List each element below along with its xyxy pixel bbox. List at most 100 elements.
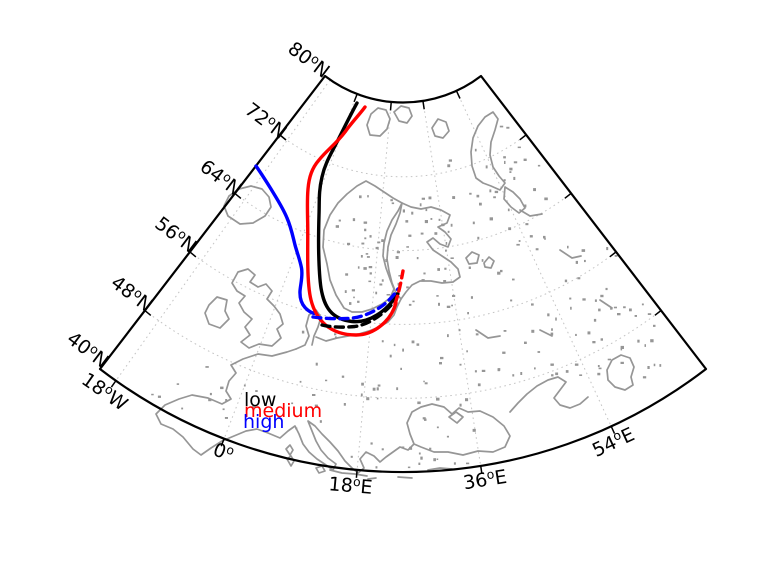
trajectory-high-dashed: [311, 287, 400, 321]
coast-continental-europe: [155, 348, 511, 474]
speckle-dot: [503, 156, 506, 159]
speckle-dot: [550, 363, 554, 366]
coast-north-africa: [329, 467, 453, 479]
speckle-dot: [445, 249, 447, 252]
speckle-dot: [535, 248, 539, 251]
speckle-dot: [363, 221, 368, 224]
speckle-dot: [508, 227, 512, 231]
speckle-dot: [312, 394, 316, 396]
speckle-dot: [433, 458, 436, 462]
speckle-dot: [345, 273, 349, 276]
speckle-dot: [534, 367, 536, 370]
speckle-dot: [421, 279, 425, 282]
legend: low medium high: [243, 389, 322, 433]
speckle-dot: [493, 196, 496, 199]
speckle-dot: [509, 167, 513, 171]
lon-label-54e: 54oE: [588, 422, 638, 462]
speckle-dot: [600, 338, 603, 341]
speckle-dot: [617, 313, 621, 316]
speckle-dot: [398, 275, 402, 277]
lat-label-40n: 40oN: [63, 326, 114, 372]
speckle-dot: [489, 189, 492, 193]
speckle-dot: [466, 350, 468, 353]
lon-ticks-bottom: [110, 380, 616, 478]
speckle-dot: [650, 339, 654, 343]
speckle-dot: [436, 295, 439, 297]
speckle-dot: [418, 462, 421, 465]
speckle-dot: [444, 267, 447, 270]
speckle-dot: [396, 387, 399, 391]
coast-svalbard: [366, 105, 450, 139]
speckle-dot: [620, 345, 624, 349]
speckle-dot: [252, 405, 256, 408]
speckle-dot: [357, 300, 360, 303]
speckle-dot: [543, 235, 546, 239]
speckle-dot: [537, 164, 541, 167]
speckle-dot: [364, 228, 367, 232]
speckle-dot: [459, 403, 462, 407]
speckle-dot: [489, 217, 493, 221]
lat-label-56n: 56oN: [151, 211, 202, 257]
speckle-dot: [506, 126, 510, 129]
speckle-dot: [537, 351, 541, 353]
speckle-dot: [485, 165, 488, 169]
speckle-dot: [438, 218, 441, 221]
speckle-dot: [509, 171, 512, 173]
speckle-dot: [598, 367, 602, 370]
speckle-dot: [447, 230, 450, 233]
speckle-dot: [459, 363, 462, 366]
speckle-dot: [151, 393, 154, 396]
speckle-dot: [359, 195, 362, 199]
speckle-dot: [386, 294, 391, 296]
speckle-dot: [575, 260, 578, 264]
lat-label-72n: 72oN: [241, 97, 292, 143]
speckle-dot: [623, 306, 626, 309]
trajectories: [254, 101, 405, 337]
speckle-dot: [520, 372, 523, 375]
speckle-dot: [418, 452, 421, 455]
speckle-dot: [500, 269, 503, 273]
legend-item-low: low: [244, 389, 276, 411]
trajectory-medium-solid: [305, 105, 398, 337]
speckle-dot: [377, 241, 381, 244]
speckle-dot: [436, 426, 439, 429]
speckle-dot: [370, 442, 373, 445]
speckle-dot: [291, 402, 294, 405]
speckle-dot: [361, 242, 365, 245]
speckle-dot: [208, 398, 212, 402]
legend-item-high: high: [243, 411, 284, 433]
speckle-dot: [407, 466, 411, 469]
speckle-dot: [512, 374, 515, 377]
speckle-dot: [363, 267, 367, 270]
speckle-dot: [319, 420, 322, 423]
speckle-dot: [582, 298, 586, 301]
speckle-dot: [447, 334, 449, 338]
speckle-dot: [379, 283, 383, 286]
speckle-dot: [579, 374, 583, 376]
speckle-dot: [369, 272, 372, 275]
speckle-dot: [440, 356, 444, 360]
trajectory-low-solid: [316, 101, 399, 324]
legend-item-medium: medium: [244, 400, 322, 422]
speckle-dot: [551, 328, 553, 331]
speckle-dot: [393, 343, 396, 347]
speckle-dot: [405, 220, 409, 223]
speckle-dot: [349, 302, 352, 305]
speckle-dot: [481, 259, 484, 262]
speckle-dot: [437, 268, 440, 271]
speckle-dot: [385, 259, 388, 262]
speckle-dot: [424, 220, 428, 224]
speckle-dot: [400, 367, 402, 370]
speckle-dot: [564, 279, 568, 283]
speckle-dot: [381, 239, 384, 242]
speckle-dot: [472, 221, 475, 225]
speckle-dot: [469, 192, 472, 195]
meridian-0e: [223, 94, 358, 439]
speckle-dot: [504, 160, 506, 164]
speckle-dot: [555, 372, 559, 376]
speckle-dot: [503, 330, 507, 332]
speckle-dot: [395, 256, 399, 259]
speckle-dot: [547, 313, 550, 317]
speckle-dot: [544, 197, 548, 201]
speckle-dot: [408, 234, 412, 237]
